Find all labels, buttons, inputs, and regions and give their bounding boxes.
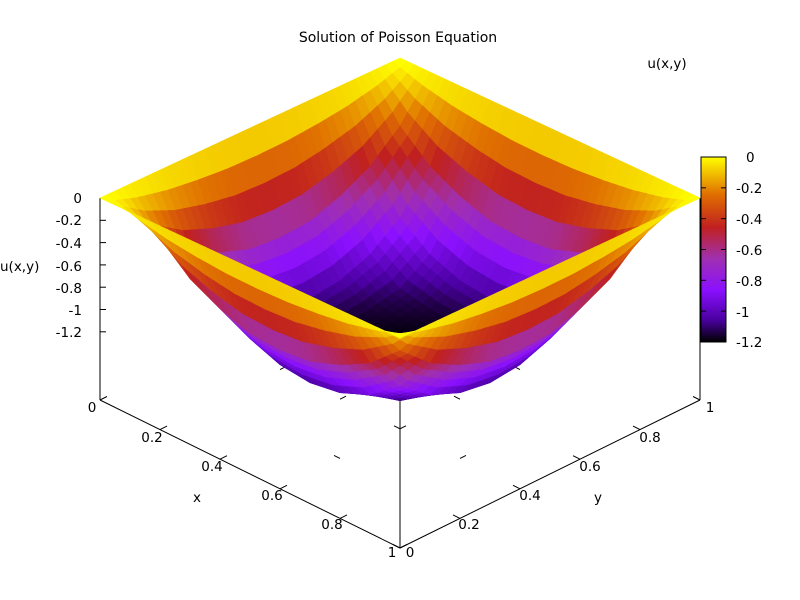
y-grid-tick <box>393 425 401 430</box>
x-tick-label: 0.8 <box>321 517 342 533</box>
x-tick-mark <box>279 484 288 490</box>
x-axis-line <box>99 399 401 549</box>
colorbar-ticks <box>701 156 726 343</box>
x-tick-label: 0.6 <box>261 488 282 504</box>
colorbar-tick-label: -1 <box>736 305 749 321</box>
y-tick-label: 0.6 <box>579 459 600 475</box>
y-tick-mark <box>692 396 701 401</box>
x-grid-tick <box>399 425 407 430</box>
z-tick-label: -0.4 <box>56 236 82 252</box>
z-axis-label: u(x,y) <box>0 259 39 275</box>
x-tick-mark <box>159 425 168 431</box>
z-tick-label: -1 <box>69 303 82 319</box>
y-tick-label: 0.2 <box>458 517 479 533</box>
y-tick-mark <box>572 455 581 460</box>
y-tick-mark <box>452 514 461 519</box>
x-axis-label: x <box>193 490 201 506</box>
z-tick-label: 0 <box>73 191 82 207</box>
y-tick-label: 1 <box>706 400 715 416</box>
z-tick-label: -0.6 <box>56 259 82 275</box>
y-tick-label: 0.4 <box>519 488 540 504</box>
y-tick-labels: 0 0.2 0.4 0.6 0.8 1 <box>406 400 715 561</box>
colorbar-tick-label: -0.6 <box>736 243 762 259</box>
x-tick-mark <box>219 455 228 460</box>
x-tick-label: 1 <box>388 545 397 561</box>
x-tick-label: 0.4 <box>201 459 222 475</box>
y-tick-mark <box>632 425 641 431</box>
y-tick-mark <box>512 484 521 490</box>
x-tick-mark <box>399 544 408 549</box>
y-axis-line <box>399 399 701 549</box>
x-tick-label: 0.2 <box>141 430 162 446</box>
x-tick-label: 0 <box>88 400 97 416</box>
colorbar-tick-label: -1.2 <box>736 335 762 351</box>
y-tick-label: 0.8 <box>639 430 660 446</box>
colorbar-tick-label: -0.2 <box>736 181 762 197</box>
x-tick-labels: 0 0.2 0.4 0.6 0.8 1 <box>88 400 397 561</box>
legend-label: u(x,y) <box>647 56 686 72</box>
chart-title: Solution of Poisson Equation <box>299 30 497 46</box>
z-tick-label: -1.2 <box>56 325 82 341</box>
z-tick-labels: 0 -0.2 -0.4 -0.6 -0.8 -1 -1.2 <box>56 191 82 341</box>
x-grid-tick <box>339 395 347 400</box>
surface-mesh <box>99 57 701 402</box>
colorbar-tick-label: 0 <box>746 150 755 166</box>
colorbar: 0 -0.2 -0.4 -0.6 -0.8 -1 -1.2 <box>700 150 762 351</box>
colorbar-tick-label: -0.4 <box>736 212 762 228</box>
tick-marks <box>99 197 701 549</box>
z-tick-label: -0.2 <box>56 213 82 229</box>
y-tick-mark <box>392 544 401 549</box>
x-tick-mark <box>339 514 348 519</box>
y-grid-tick <box>453 395 461 400</box>
y-grid-tick <box>333 454 341 459</box>
x-tick-mark <box>99 396 108 401</box>
colorbar-tick-label: -0.8 <box>736 274 762 290</box>
surface-cell <box>391 333 409 339</box>
z-tick-label: -0.8 <box>56 281 82 297</box>
y-axis-label: y <box>594 490 602 506</box>
x-grid-tick <box>459 454 467 459</box>
y-tick-label: 0 <box>406 545 415 561</box>
